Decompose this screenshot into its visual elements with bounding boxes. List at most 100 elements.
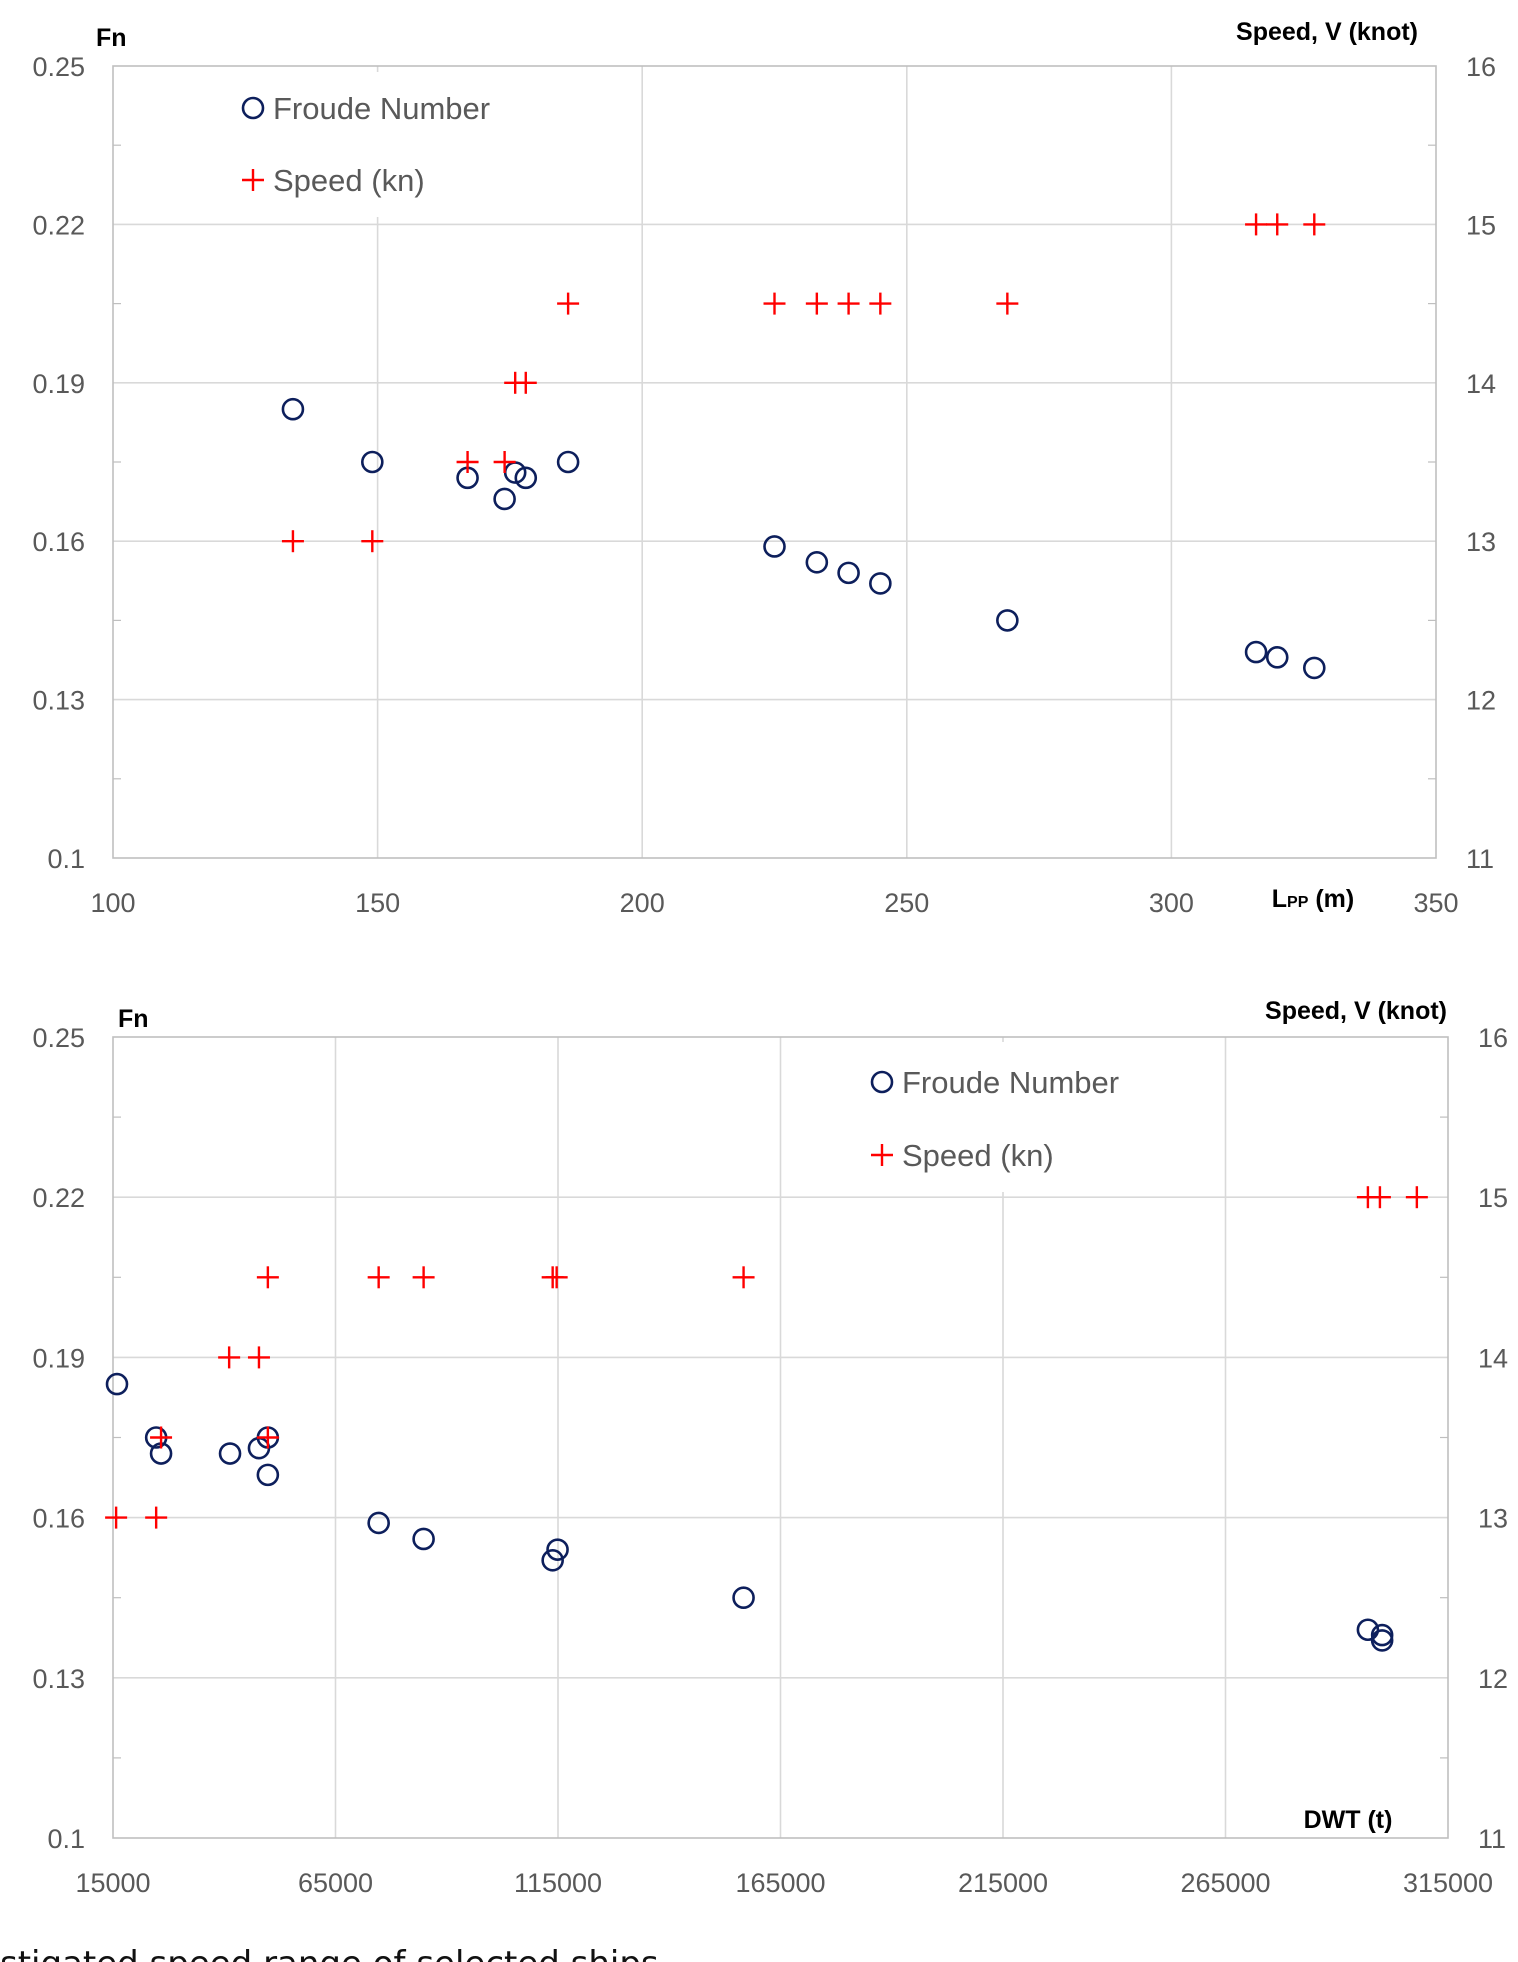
speed-point: [869, 292, 892, 315]
y-tick-label: 0.19: [32, 1343, 85, 1373]
y2-tick-label: 12: [1466, 686, 1496, 716]
froude-point: [361, 450, 384, 474]
chart-dwt: 0.1 0.13 0.16 0.19 0.22 0.25 11 12 13 14 15 16 15000…: [32, 997, 1508, 1898]
y-tick-label: 0.16: [32, 1504, 85, 1534]
froude-point: [1302, 656, 1326, 680]
speed-point: [361, 530, 384, 553]
speed-point: [456, 451, 479, 473]
series-froude-number: [105, 1372, 1394, 1652]
froude-point: [412, 1527, 435, 1551]
x-tick-label: 100: [90, 888, 135, 918]
chart-lpp: 0.1 0.13 0.16 0.19 0.22 0.25 11 12 13 14 15 16 100 15…: [32, 18, 1496, 918]
legend-froude-label: Froude Number: [273, 91, 490, 126]
speed-point: [247, 1346, 270, 1369]
x-tick-label: 165000: [735, 1868, 825, 1898]
legend-speed-label: Speed (kn): [902, 1138, 1054, 1173]
y-tick-label: 0.1: [47, 844, 85, 874]
x-tick-label: 115000: [514, 1868, 602, 1898]
froude-point: [1370, 1623, 1394, 1647]
speed-point: [1303, 213, 1326, 236]
x-tick-label: 215000: [958, 1868, 1048, 1898]
froude-point: [556, 450, 580, 474]
x-tick-label: 315000: [1403, 1868, 1493, 1898]
speed-point: [256, 1426, 279, 1449]
x-tick-label: 300: [1149, 888, 1194, 918]
speed-point: [1405, 1186, 1428, 1209]
froude-point: [493, 487, 516, 511]
legend-background: [222, 72, 552, 217]
y-tick-label: 0.13: [32, 1664, 85, 1694]
y2-tick-label: 13: [1478, 1504, 1508, 1534]
y2-tick-label: 11: [1478, 1824, 1506, 1854]
x-tick-label: 250: [884, 888, 929, 918]
froude-point: [546, 1538, 569, 1561]
froude-point: [1244, 640, 1268, 664]
y2-tick-label: 14: [1466, 369, 1496, 399]
y-tick-label: 0.25: [32, 52, 85, 82]
x-axis-title: LPP (m): [1272, 885, 1354, 913]
speed-point: [493, 451, 516, 473]
froude-point: [805, 551, 829, 574]
speed-point: [145, 1506, 168, 1529]
y2-axis-title: Speed, V (knot): [1265, 997, 1447, 1025]
froude-point: [105, 1372, 129, 1396]
y2-tick-label: 15: [1478, 1183, 1508, 1213]
legend-froude-marker: [870, 1070, 894, 1094]
froude-point: [996, 609, 1019, 632]
x-tick-label: 15000: [75, 1868, 150, 1898]
speed-point: [1245, 213, 1268, 236]
froude-point: [367, 1511, 390, 1535]
legend-froude-marker: [241, 96, 265, 120]
y2-tick-label: 13: [1466, 527, 1496, 557]
speed-point: [763, 292, 786, 315]
speed-point: [557, 292, 580, 315]
froude-point: [218, 1442, 242, 1465]
y-tick-label: 0.22: [32, 1183, 85, 1213]
froude-point: [281, 397, 305, 421]
y-tick-label: 0.13: [32, 686, 85, 716]
speed-point: [805, 292, 828, 315]
y2-tick-label: 11: [1466, 844, 1494, 874]
y-tick-label: 0.25: [32, 1023, 85, 1053]
froude-point: [763, 535, 786, 558]
froude-point: [1265, 646, 1289, 669]
series-speed: [281, 213, 1326, 553]
speed-point: [732, 1266, 755, 1289]
y2-tick-label: 16: [1466, 52, 1496, 82]
speed-point: [996, 292, 1019, 315]
speed-point: [281, 530, 304, 553]
froude-point: [1356, 1618, 1380, 1642]
figure-caption: stigated speed range of selected ships: [0, 1944, 659, 1962]
froude-point: [514, 466, 538, 490]
y2-tick-label: 12: [1478, 1664, 1508, 1694]
x-axis-title: DWT (t): [1304, 1806, 1393, 1834]
speed-point: [256, 1266, 279, 1289]
speed-point: [150, 1426, 173, 1449]
speed-point: [1368, 1186, 1391, 1209]
legend-background: [858, 1042, 1218, 1192]
x-tick-label: 200: [620, 888, 665, 918]
froude-point: [256, 1463, 280, 1487]
froude-point: [732, 1586, 755, 1609]
y-tick-label: 0.19: [32, 369, 85, 399]
series-froude-number: [281, 397, 1326, 680]
speed-point: [545, 1266, 568, 1289]
x-tick-label: 150: [355, 888, 400, 918]
y-axis-title: Fn: [96, 24, 127, 52]
x-tick-label: 65000: [298, 1868, 373, 1898]
speed-point: [412, 1266, 435, 1289]
legend-speed-marker: [242, 169, 264, 191]
x-tick-label: 265000: [1180, 1868, 1270, 1898]
legend-speed-marker: [871, 1144, 893, 1166]
plot-frame: [112, 1036, 1449, 1839]
speed-point: [218, 1346, 241, 1369]
series-speed: [105, 1186, 1428, 1529]
froude-point: [869, 572, 892, 595]
y2-tick-label: 16: [1478, 1023, 1508, 1053]
legend-speed-label: Speed (kn): [273, 163, 425, 198]
froude-point: [541, 1549, 564, 1572]
y-tick-label: 0.16: [32, 527, 85, 557]
y-tick-label: 0.1: [47, 1824, 85, 1854]
x-tick-label: 350: [1413, 888, 1458, 918]
